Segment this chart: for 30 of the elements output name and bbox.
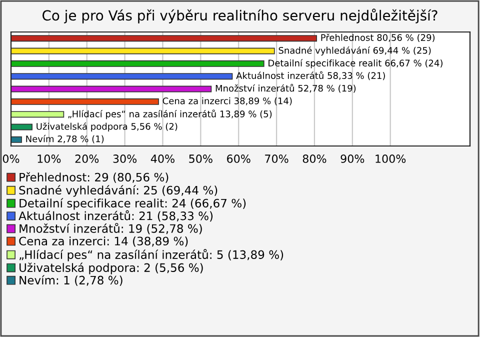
chart-title: Co je pro Vás při výběru realitního serveru nejdůležitější? bbox=[42, 8, 438, 24]
x-tick-label: 50% bbox=[189, 154, 212, 163]
legend-label: Snadné vyhledávání: 25 (69,44 %) bbox=[19, 185, 218, 197]
x-tick-label: 0% bbox=[2, 154, 20, 163]
legend-label: Cena za inzerci: 14 (38,89 %) bbox=[19, 236, 188, 247]
data-label: Detailní specifikace realit 66,67 % (24) bbox=[268, 59, 442, 68]
x-tick-label: 20% bbox=[75, 154, 99, 163]
legend-label: Množství inzerátů: 19 (52,78 %) bbox=[20, 222, 202, 234]
data-label: Uživatelská podpora 5,56 % (2) bbox=[36, 122, 178, 132]
x-tick-label: 60% bbox=[227, 154, 250, 163]
data-label: Snadné vyhledávání 69,44 % (25) bbox=[278, 46, 431, 56]
legend-label: „Hlídací pes“ na zasílání inzerátů: 5 (13,89 %) bbox=[20, 249, 284, 262]
x-tick-label: 90% bbox=[340, 154, 364, 163]
legend-label: Aktuálnost inzerátů: 21 (58,33 %) bbox=[18, 210, 213, 222]
legend-label: Detailní specifikace realit: 24 (66,67 %) bbox=[20, 198, 246, 210]
legend-label: Přehlednost: 29 (80,56 %) bbox=[20, 172, 168, 183]
data-label: Nevím 2,78 % (1) bbox=[26, 134, 104, 144]
x-tick-label: 100% bbox=[376, 154, 406, 163]
x-tick-label: 80% bbox=[302, 154, 326, 163]
data-label: Aktuálnost inzerátů 58,33 % (21) bbox=[236, 71, 385, 80]
data-label: „Hlídací pes“ na zasílání inzerátů 13,89 % (5) bbox=[68, 110, 272, 120]
x-tick-label: 30% bbox=[113, 154, 137, 163]
x-tick-label: 40% bbox=[150, 154, 174, 163]
legend-label: Nevím: 1 (2,78 %) bbox=[20, 275, 122, 286]
x-tick-label: 70% bbox=[265, 154, 288, 163]
data-label: Cena za inzerci 38,89 % (14) bbox=[162, 97, 292, 106]
legend-label: Uživatelská podpora: 2 (5,56 %) bbox=[20, 262, 203, 274]
data-label: Množství inzerátů 52,78 % (19) bbox=[216, 84, 356, 93]
data-label: Přehlednost 80,56 % (29) bbox=[321, 34, 435, 42]
x-tick-label: 10% bbox=[38, 154, 61, 163]
